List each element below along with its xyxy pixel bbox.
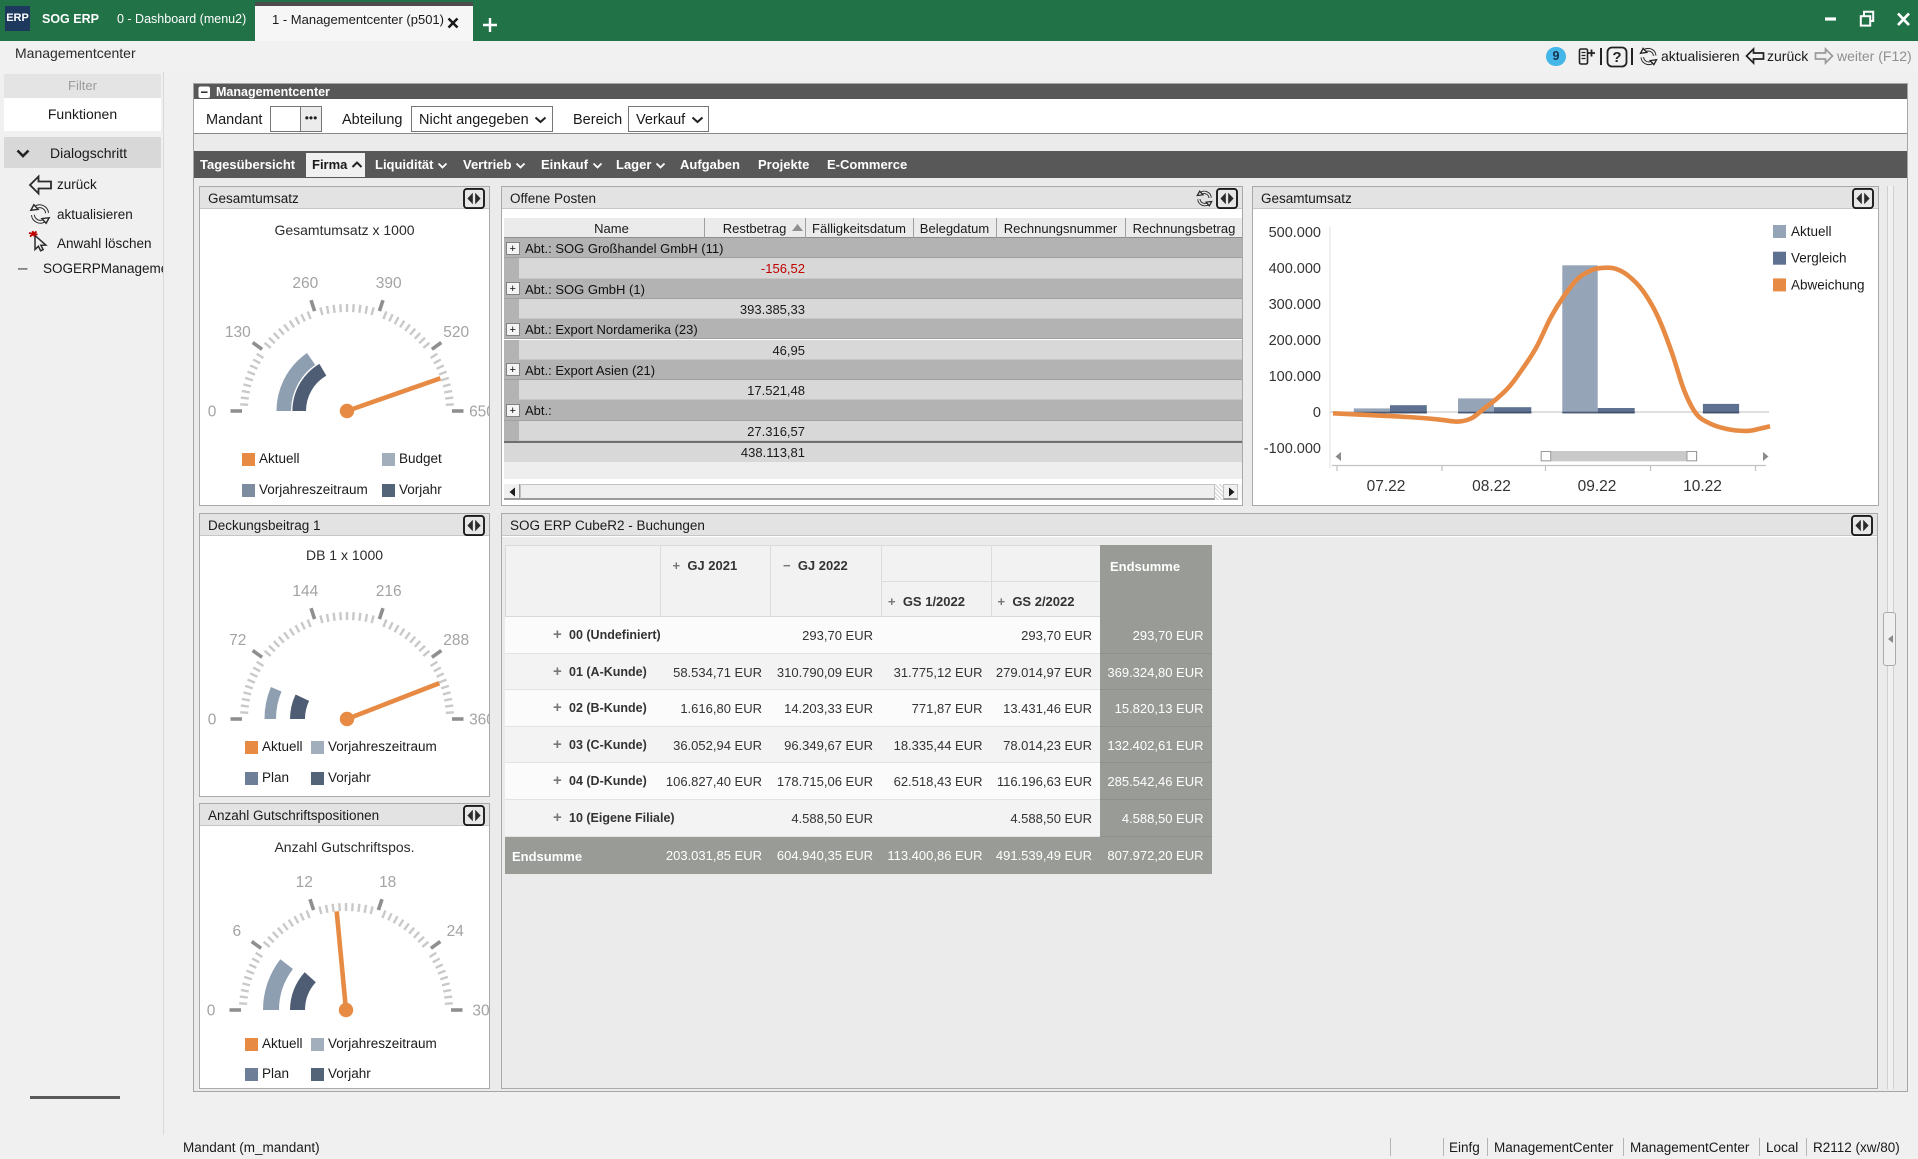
svg-text:?: ? [1612,49,1621,66]
svg-text:Vergleich: Vergleich [1791,251,1847,266]
svg-text:216: 216 [376,583,402,600]
svg-text:6: 6 [232,923,241,940]
svg-text:Abweichung: Abweichung [1791,277,1865,292]
svg-text:288: 288 [443,632,469,649]
svg-text:10.22: 10.22 [1683,478,1722,495]
svg-text:0: 0 [208,404,217,421]
svg-text:400.000: 400.000 [1269,261,1321,277]
svg-text:520: 520 [443,324,469,341]
svg-text:07.22: 07.22 [1367,478,1406,495]
svg-text:130: 130 [225,324,251,341]
svg-text:500.000: 500.000 [1269,225,1321,241]
svg-text:260: 260 [292,275,318,292]
svg-text:144: 144 [292,583,318,600]
svg-text:0: 0 [207,1003,216,1020]
svg-text:24: 24 [447,923,465,940]
svg-text:12: 12 [296,874,313,891]
svg-text:390: 390 [376,275,402,292]
svg-text:300.000: 300.000 [1269,297,1321,313]
svg-text:200.000: 200.000 [1269,333,1321,349]
svg-text:0: 0 [1313,405,1321,421]
svg-text:72: 72 [229,632,246,649]
svg-text:30: 30 [472,1003,489,1020]
svg-text:650: 650 [469,404,489,421]
svg-text:09.22: 09.22 [1578,478,1617,495]
svg-text:Aktuell: Aktuell [1791,224,1832,239]
svg-text:360: 360 [469,712,489,729]
svg-text:08.22: 08.22 [1472,478,1511,495]
svg-text:-100.000: -100.000 [1264,441,1321,457]
svg-text:18: 18 [379,874,396,891]
svg-text:100.000: 100.000 [1269,369,1321,385]
svg-text:0: 0 [208,712,217,729]
